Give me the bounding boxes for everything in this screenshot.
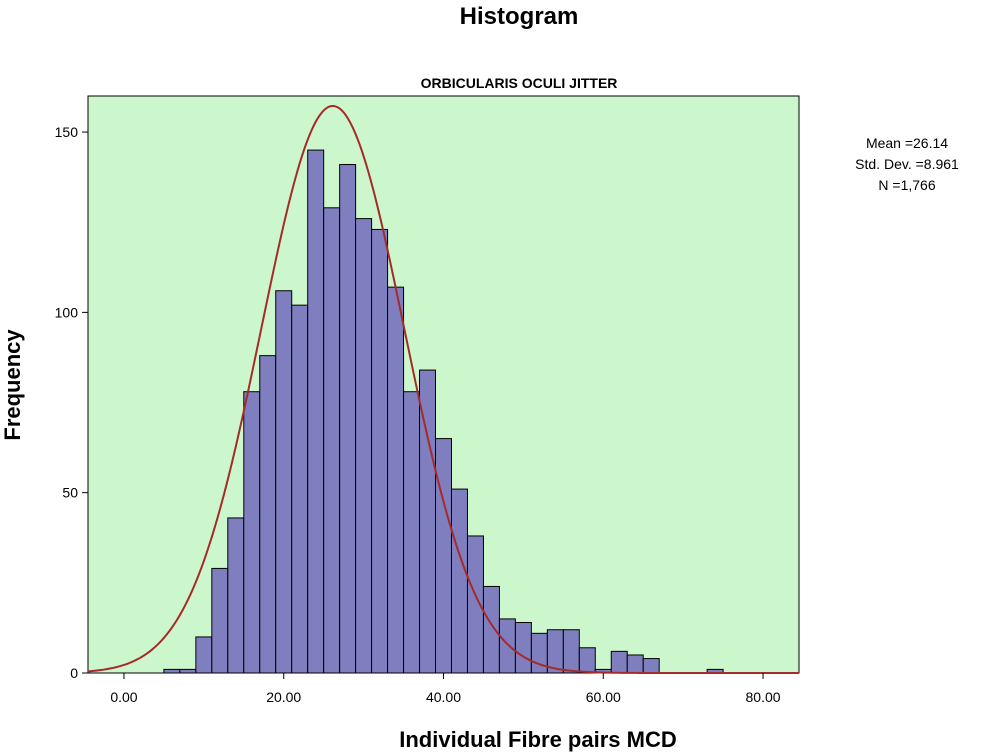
y-tick-label: 150 [55,124,79,140]
x-tick-label: 60.00 [586,689,621,705]
histogram-bar [626,654,644,674]
histogram-bar [371,228,389,674]
x-tick-label: 20.00 [266,689,301,705]
x-tick-label: 80.00 [746,689,781,705]
x-axis-label: Individual Fibre pairs MCD [399,727,676,752]
histogram-bar [642,658,660,674]
histogram-bars [163,149,724,674]
histogram-bar [323,207,341,674]
histogram-bar [610,650,628,674]
histogram-bar [259,355,277,674]
y-axis: 0 50 100 150 [55,124,88,681]
normal-curve [87,104,799,674]
histogram-bar [211,567,229,674]
stat-std-dev: Std. Dev. =8.961 [855,156,959,172]
histogram-bar [227,517,245,674]
histogram-bar [514,622,532,674]
x-tick-label: 40.00 [426,689,461,705]
y-tick-label: 50 [62,485,78,501]
y-tick-label: 0 [70,665,78,681]
x-axis: 0.00 20.00 40.00 60.00 80.00 [110,673,781,705]
histogram-bar [339,164,357,674]
chart-title: Histogram [460,3,579,30]
histogram-bar [243,391,261,674]
histogram-bar [387,286,405,674]
histogram-bar [403,391,421,674]
stat-mean: Mean =26.14 [866,135,948,151]
y-axis-label: Frequency [0,329,25,441]
histogram-bar [355,218,373,674]
x-tick-label: 0.00 [110,689,137,705]
histogram-bar [578,647,596,674]
histogram-bar [482,585,500,674]
histogram-bar [435,438,452,674]
histogram-bar [275,290,293,674]
histogram-bar [163,668,181,674]
histogram-bar [179,668,197,674]
histogram-bar [562,629,580,674]
histogram-bar [195,636,213,674]
histogram-bar [498,618,516,674]
y-tick-label: 100 [55,304,79,320]
histogram-bar [307,149,325,674]
histogram-bar [530,632,548,674]
histogram-bar [291,304,309,674]
histogram-bar [450,488,468,674]
stat-n: N =1,766 [878,177,935,193]
chart-subtitle: ORBICULARIS OCULI JITTER [421,75,618,91]
stats-box: Mean =26.14 Std. Dev. =8.961 N =1,766 [855,135,959,193]
